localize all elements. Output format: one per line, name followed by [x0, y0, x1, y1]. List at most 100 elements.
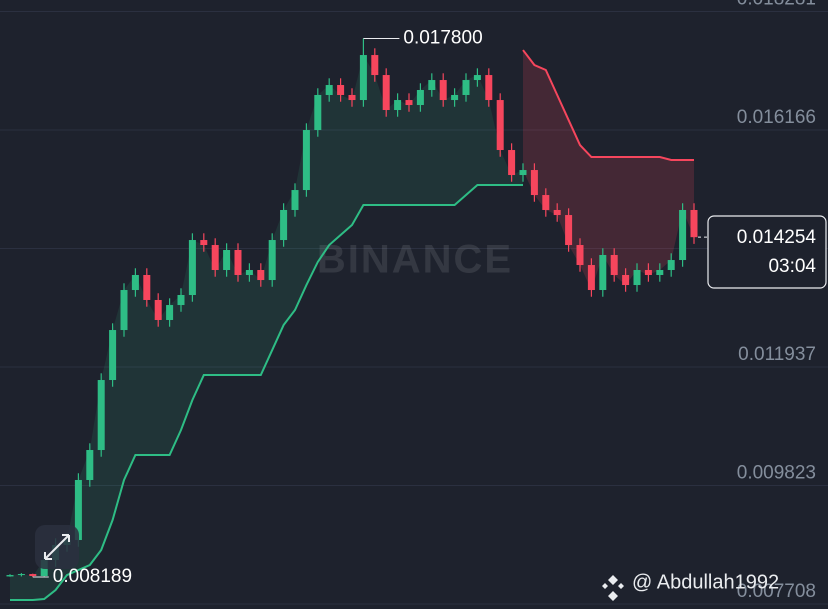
candle-body	[211, 245, 219, 271]
credit-logo	[602, 575, 624, 601]
candle-body	[622, 274, 630, 286]
candle	[394, 93, 402, 117]
candle	[257, 263, 265, 287]
candle-body	[394, 100, 402, 111]
candle-body	[97, 380, 105, 451]
candle	[656, 263, 664, 282]
candle-body	[428, 80, 436, 91]
candle	[530, 163, 538, 202]
candle-body	[553, 209, 561, 216]
candle	[17, 573, 25, 577]
candle	[644, 263, 652, 282]
candle-body	[74, 479, 82, 541]
candle-body	[188, 240, 196, 296]
trend-fill	[10, 55, 523, 601]
candle-body	[177, 295, 185, 306]
candle	[120, 283, 128, 337]
expand-icon[interactable]	[44, 534, 70, 560]
candle	[143, 268, 151, 307]
candle	[291, 183, 299, 217]
candle-body	[166, 305, 174, 320]
candle-body	[109, 330, 117, 381]
candle-body	[245, 270, 253, 275]
candle-body	[120, 290, 128, 331]
candle-body	[257, 270, 265, 281]
candle	[633, 263, 641, 292]
y-tick-label: 0.011937	[738, 344, 816, 365]
candle	[29, 573, 37, 578]
candle	[302, 123, 310, 197]
candle-body	[325, 85, 333, 95]
candle-body	[200, 240, 208, 246]
candle-body	[485, 75, 493, 101]
candle-body	[519, 170, 527, 176]
candle-body	[302, 130, 310, 191]
candle-body	[17, 574, 25, 576]
candle	[131, 268, 139, 297]
candle	[542, 188, 550, 217]
candle	[86, 443, 94, 487]
trend-line	[10, 183, 523, 602]
candle	[268, 233, 276, 287]
candle-body	[405, 100, 413, 106]
candle-body	[451, 94, 459, 101]
candle	[97, 373, 105, 457]
candle-body	[667, 260, 675, 271]
logo	[602, 575, 624, 601]
candle-body	[280, 209, 288, 241]
candle	[177, 288, 185, 312]
candle	[280, 203, 288, 247]
credit: @ Abdullah1992	[632, 571, 779, 593]
candle	[587, 258, 595, 297]
candle-body	[86, 450, 94, 480]
candle	[348, 88, 356, 107]
candle	[223, 243, 231, 277]
candle-body	[234, 249, 242, 275]
candle	[109, 323, 117, 387]
candle-body	[337, 85, 345, 95]
candle	[428, 73, 436, 97]
candle-body	[154, 299, 162, 320]
candle-body	[576, 245, 584, 266]
candle-body	[348, 94, 356, 101]
candle	[371, 48, 379, 82]
candle-body	[473, 75, 481, 81]
trend-lines	[10, 49, 694, 602]
candle	[485, 68, 493, 107]
candle-body	[679, 209, 687, 261]
candle	[599, 248, 607, 297]
candle	[359, 38, 367, 107]
candles	[6, 38, 698, 578]
candle	[679, 203, 687, 267]
candle	[462, 73, 470, 102]
candle-body	[599, 254, 607, 291]
candle	[405, 93, 413, 112]
candle	[519, 163, 527, 182]
candle	[576, 238, 584, 272]
price-box	[707, 215, 827, 289]
candle	[496, 93, 504, 157]
labels: 0.017800 0.008189	[32, 27, 708, 587]
candle-body	[462, 80, 470, 95]
candle-body	[530, 170, 538, 196]
expand-button[interactable]	[35, 525, 79, 569]
candle-body	[131, 274, 139, 291]
candle-body	[371, 55, 379, 76]
last-price: 0.014254	[737, 227, 817, 248]
y-tick-label: 0.018281	[737, 0, 816, 10]
candle	[314, 88, 322, 137]
candle-body	[644, 270, 652, 275]
candle	[667, 253, 675, 277]
candle	[325, 78, 333, 102]
candle-body	[6, 575, 14, 577]
watermark: BINANCE	[317, 238, 513, 282]
y-tick-label: 0.016166	[737, 107, 816, 128]
candle	[451, 88, 459, 107]
candle	[508, 143, 516, 182]
candle-body	[223, 249, 231, 271]
candle-body	[508, 150, 516, 176]
candle	[416, 83, 424, 112]
candle-body	[542, 195, 550, 210]
candle-body	[268, 240, 276, 281]
candle	[6, 574, 14, 577]
